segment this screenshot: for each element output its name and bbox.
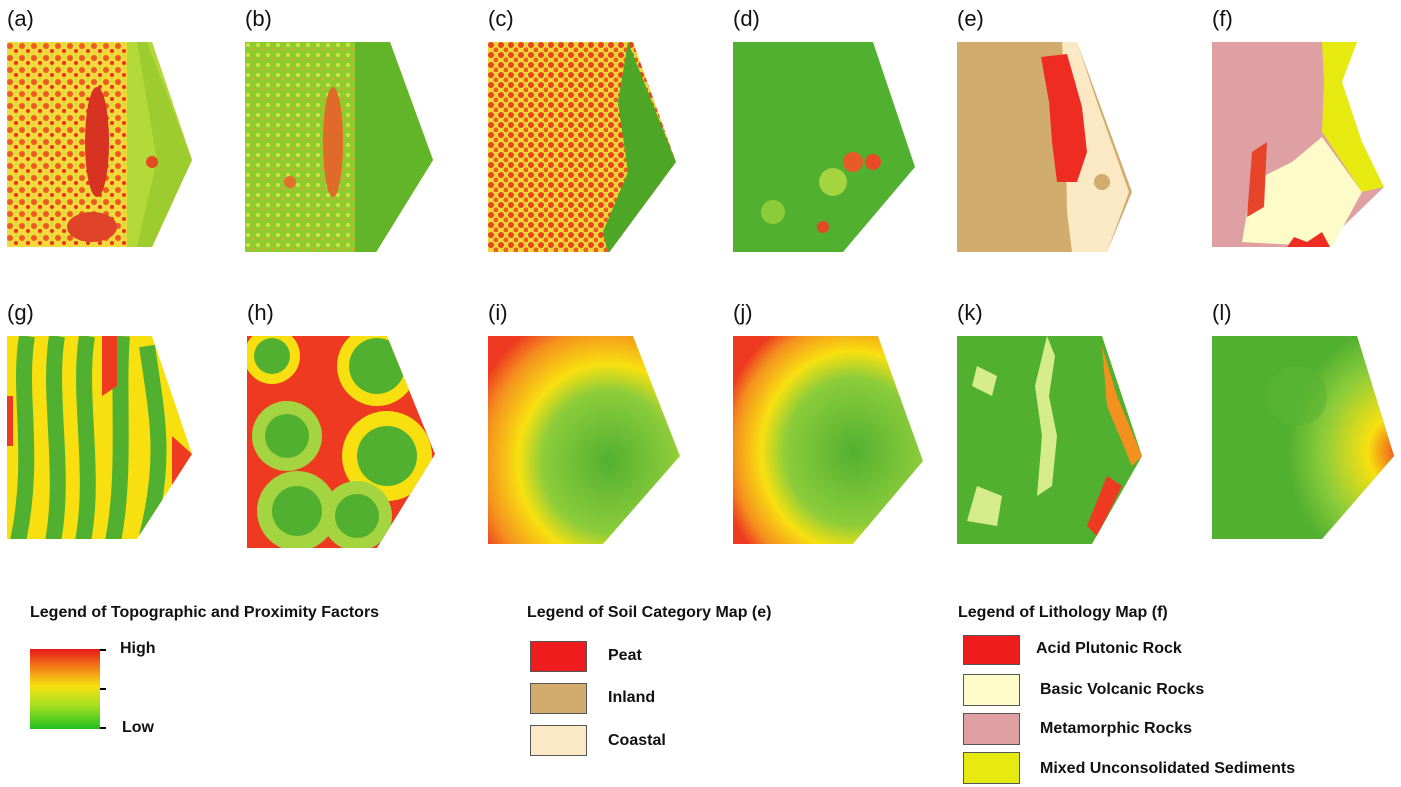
panel-label: (e) (957, 6, 984, 31)
legend-high-label: High (120, 640, 156, 657)
map-d (733, 42, 915, 252)
swatch-metamorphic (963, 713, 1020, 745)
map-a (7, 42, 192, 247)
legend-low-label: Low (122, 719, 154, 736)
legend-soil-peat: Peat (608, 647, 642, 664)
map-i (488, 336, 680, 544)
map-h (247, 336, 435, 548)
panel-label: (h) (247, 300, 274, 325)
legend-soil-coastal: Coastal (608, 732, 666, 749)
panel-label: (a) (7, 6, 34, 31)
legend-soil-inland: Inland (608, 689, 656, 706)
legend-topo-title: Legend of Topographic and Proximity Fact… (30, 604, 380, 621)
swatch-basic-volcanic (963, 674, 1020, 706)
map-panel-l: (l) (1212, 300, 1401, 550)
panel-label: (g) (7, 300, 34, 325)
swatch-peat (530, 641, 587, 672)
swatch-acid-plutonic (963, 635, 1020, 665)
map-k (957, 336, 1142, 544)
legend-litho-meta: Metamorphic Rocks (1040, 720, 1193, 737)
panel-label: (l) (1212, 300, 1232, 325)
legend-tick-low (100, 727, 106, 729)
panel-label: (k) (957, 300, 983, 325)
map-e (957, 42, 1132, 252)
map-panel-e: (e) (957, 6, 1167, 256)
legend-litho-title: Legend of Lithology Map (f) (958, 604, 1168, 621)
swatch-inland (530, 683, 587, 714)
map-c (488, 42, 676, 252)
map-panel-k: (k) (957, 300, 1167, 550)
legend-litho-acid: Acid Plutonic Rock (1036, 640, 1182, 657)
map-l (1212, 336, 1394, 539)
legend-litho-mixed: Mixed Unconsolidated Sediments (1040, 760, 1296, 777)
map-panel-g: (g) (7, 300, 217, 550)
legend-topo-gradient (30, 649, 100, 729)
map-panel-h: (h) (247, 300, 457, 550)
map-g (7, 336, 192, 539)
panel-label: (b) (245, 6, 272, 31)
panel-label: (d) (733, 6, 760, 31)
map-panel-c: (c) (488, 6, 698, 256)
legend-litho-basic: Basic Volcanic Rocks (1040, 681, 1205, 698)
panel-label: (j) (733, 300, 753, 325)
panel-label: (c) (488, 6, 514, 31)
panel-label: (i) (488, 300, 508, 325)
map-j (733, 336, 923, 544)
swatch-mixed-sediments (963, 752, 1020, 784)
swatch-coastal (530, 725, 587, 756)
map-panel-d: (d) (733, 6, 943, 256)
legend-tick-high (100, 649, 106, 651)
map-panel-f: (f) (1212, 6, 1401, 256)
map-panel-b: (b) (245, 6, 455, 256)
map-panel-i: (i) (488, 300, 698, 550)
legend-tick-mid (100, 688, 106, 690)
map-b (245, 42, 433, 252)
panel-label: (f) (1212, 6, 1233, 31)
map-f (1212, 42, 1384, 247)
legend-soil-title: Legend of Soil Category Map (e) (527, 604, 772, 621)
map-panel-j: (j) (733, 300, 943, 550)
map-panel-a: (a) (7, 6, 217, 256)
